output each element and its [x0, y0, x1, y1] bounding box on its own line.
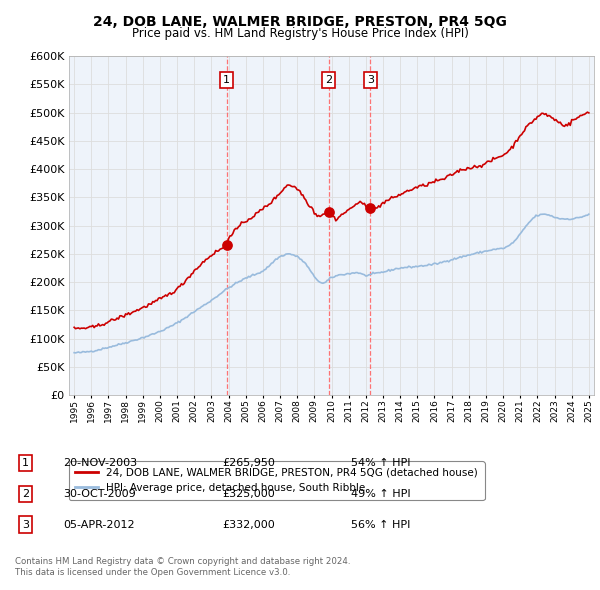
- Point: [365, 203, 375, 212]
- Text: £332,000: £332,000: [222, 520, 275, 529]
- Text: 2: 2: [325, 75, 332, 85]
- Text: 24, DOB LANE, WALMER BRIDGE, PRESTON, PR4 5QG: 24, DOB LANE, WALMER BRIDGE, PRESTON, PR…: [93, 15, 507, 29]
- Text: £265,950: £265,950: [222, 458, 275, 468]
- Text: Price paid vs. HM Land Registry's House Price Index (HPI): Price paid vs. HM Land Registry's House …: [131, 27, 469, 40]
- Point: [324, 207, 334, 217]
- Text: 2: 2: [22, 489, 29, 499]
- Legend: 24, DOB LANE, WALMER BRIDGE, PRESTON, PR4 5QG (detached house), HPI: Average pri: 24, DOB LANE, WALMER BRIDGE, PRESTON, PR…: [69, 461, 485, 500]
- Text: 30-OCT-2009: 30-OCT-2009: [63, 489, 136, 499]
- Text: 1: 1: [223, 75, 230, 85]
- Point: [222, 240, 232, 250]
- Text: This data is licensed under the Open Government Licence v3.0.: This data is licensed under the Open Gov…: [15, 568, 290, 577]
- Text: 3: 3: [22, 520, 29, 529]
- Text: 05-APR-2012: 05-APR-2012: [63, 520, 134, 529]
- Text: 20-NOV-2003: 20-NOV-2003: [63, 458, 137, 468]
- Text: 3: 3: [367, 75, 374, 85]
- Text: £325,000: £325,000: [222, 489, 275, 499]
- Text: Contains HM Land Registry data © Crown copyright and database right 2024.: Contains HM Land Registry data © Crown c…: [15, 557, 350, 566]
- Text: 54% ↑ HPI: 54% ↑ HPI: [351, 458, 410, 468]
- Text: 49% ↑ HPI: 49% ↑ HPI: [351, 489, 410, 499]
- Text: 1: 1: [22, 458, 29, 468]
- Text: 56% ↑ HPI: 56% ↑ HPI: [351, 520, 410, 529]
